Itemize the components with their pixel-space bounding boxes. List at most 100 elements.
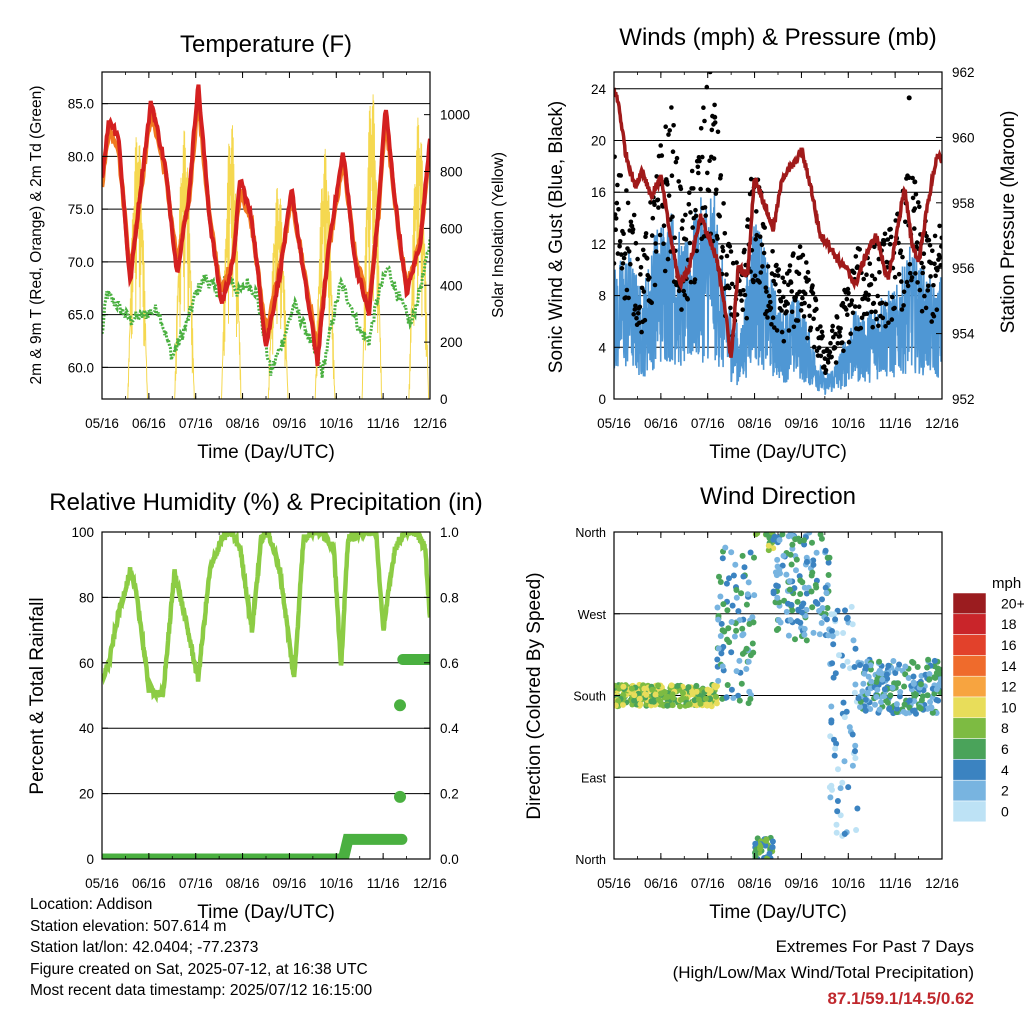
- gust-point: [770, 315, 776, 321]
- direction-point: [896, 661, 903, 668]
- humidity-panel: Relative Humidity (%) & Precipitation (i…: [27, 489, 483, 923]
- direction-point: [832, 670, 839, 677]
- gust-point: [846, 290, 851, 296]
- gust-point: [874, 316, 879, 322]
- y-tick-label-right: 800: [440, 165, 463, 180]
- gust-point: [861, 276, 866, 282]
- gust-point: [689, 168, 695, 174]
- winds-x-axis-label: Time (Day/UTC): [709, 442, 847, 463]
- gust-point: [740, 307, 746, 313]
- x-tick-label: 12/16: [413, 876, 447, 891]
- temperature-title: Temperature (F): [180, 31, 352, 58]
- direction-point: [719, 555, 726, 562]
- gust-point: [908, 270, 913, 276]
- direction-point: [900, 708, 907, 715]
- direction-point: [924, 664, 931, 671]
- direction-point: [831, 611, 838, 618]
- direction-point: [914, 664, 921, 670]
- y-tick-label: 8: [598, 289, 606, 304]
- humidity-series: [102, 532, 430, 859]
- humidity-title: Relative Humidity (%) & Precipitation (i…: [49, 489, 482, 516]
- gust-point: [717, 214, 722, 219]
- direction-point: [816, 631, 823, 638]
- x-tick-label: 08/16: [226, 416, 260, 431]
- direction-point: [668, 682, 675, 689]
- gust-point: [671, 123, 676, 128]
- gust-point: [853, 254, 859, 259]
- direction-point: [849, 762, 856, 769]
- direction-point: [854, 805, 861, 812]
- gust-point: [877, 270, 882, 275]
- gust-point: [865, 297, 871, 302]
- direction-point: [689, 691, 696, 698]
- direction-point: [889, 684, 896, 691]
- gust-point: [634, 315, 639, 321]
- gust-point: [850, 310, 856, 316]
- solar-insolation-line: [408, 117, 430, 399]
- direction-point: [747, 696, 754, 702]
- gust-point: [784, 309, 789, 314]
- gust-point: [834, 315, 840, 320]
- gust-point: [796, 271, 802, 277]
- gust-point: [820, 333, 825, 339]
- direction-point: [840, 630, 847, 636]
- legend-swatch: [952, 592, 987, 615]
- relative-humidity-line: [102, 532, 430, 704]
- direction-point: [937, 676, 942, 683]
- gust-point: [780, 275, 785, 281]
- gust-point: [765, 315, 770, 320]
- gust-point: [921, 265, 926, 270]
- gust-point: [721, 201, 726, 206]
- direction-point: [852, 681, 859, 688]
- direction-point: [831, 736, 837, 743]
- direction-point: [890, 658, 897, 664]
- direction-point: [834, 808, 841, 815]
- direction-point: [766, 850, 773, 857]
- gust-point: [889, 317, 895, 322]
- gust-point: [637, 304, 643, 310]
- winds-panel: Winds (mph) & Pressure (mb) 0 4 8 12 16 20 24 9…: [546, 24, 1019, 463]
- direction-point: [828, 782, 835, 789]
- direction-point: [736, 617, 743, 624]
- gust-point: [870, 324, 875, 330]
- direction-point: [655, 682, 662, 689]
- direction-point: [751, 592, 758, 599]
- y-tick-label: 12: [591, 237, 606, 252]
- gust-point: [673, 159, 679, 165]
- gust-point: [800, 252, 806, 258]
- gust-point: [876, 256, 882, 262]
- gust-point: [807, 313, 812, 319]
- direction-point: [769, 844, 776, 851]
- direction-point: [835, 766, 841, 773]
- gust-point: [757, 234, 763, 239]
- direction-point: [733, 627, 740, 634]
- legend-swatch: [952, 613, 987, 635]
- gust-point: [823, 368, 829, 373]
- direction-point: [818, 535, 825, 542]
- direction-point: [752, 853, 759, 859]
- gust-point: [669, 105, 674, 110]
- direction-point: [862, 707, 869, 714]
- gust-point: [715, 129, 721, 135]
- gust-point: [840, 300, 846, 306]
- gust-point: [650, 215, 656, 221]
- direction-point: [717, 633, 724, 639]
- direction-point: [794, 618, 801, 625]
- direction-point: [843, 708, 850, 715]
- direction-point: [824, 554, 831, 561]
- legend-swatch: [952, 655, 987, 677]
- direction-point: [934, 665, 941, 672]
- direction-point: [828, 703, 835, 710]
- y-tick-label-right: 1000: [440, 108, 470, 123]
- gust-point: [921, 251, 927, 256]
- direction-point: [902, 663, 909, 670]
- gust-point: [886, 320, 891, 326]
- direction-point: [860, 680, 867, 687]
- humidity-ticks: 0 20 40 60 80 100 0.0 0.2 0.4 0.6 0.8 1.0 05/16 06/16…: [71, 525, 459, 891]
- legend-label: 2: [1001, 783, 1009, 799]
- direction-point: [674, 682, 681, 689]
- direction-point: [736, 697, 743, 704]
- direction-point: [774, 583, 781, 590]
- gust-point: [685, 297, 690, 302]
- gust-point: [614, 212, 618, 217]
